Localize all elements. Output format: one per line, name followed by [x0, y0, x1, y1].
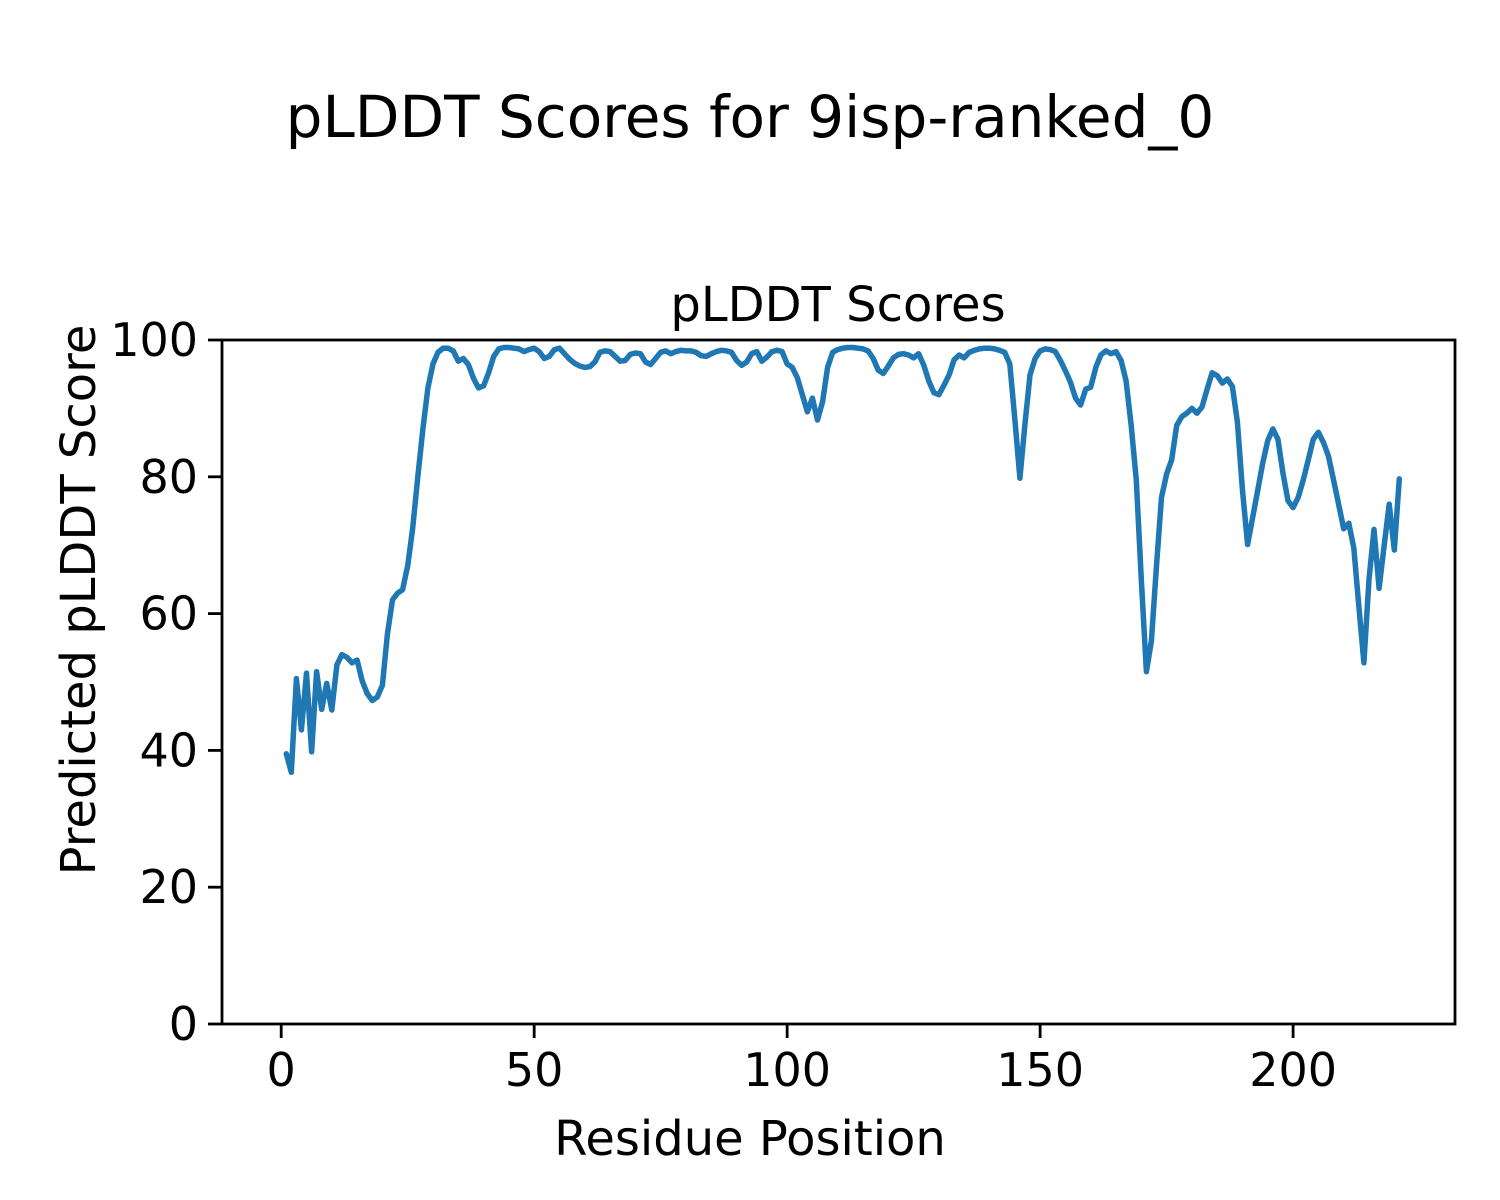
figure-title: pLDDT Scores for 9isp-ranked_0	[286, 83, 1215, 151]
y-tick-label: 20	[139, 860, 198, 914]
plddt-score-line	[283, 344, 1403, 776]
y-tick-label: 100	[110, 313, 198, 367]
x-tick-label: 100	[743, 1043, 831, 1097]
plot-area-spines	[220, 338, 1457, 1026]
x-axis-label: Residue Position	[554, 1111, 946, 1167]
y-tick-label: 0	[169, 997, 198, 1051]
x-tick-label: 200	[1249, 1043, 1337, 1097]
y-tick-label: 60	[139, 587, 198, 641]
axes-title: pLDDT Scores	[670, 277, 1005, 333]
y-axis-label: Predicted pLDDT Score	[51, 325, 107, 876]
y-tick-label: 80	[139, 450, 198, 504]
x-tick-label: 0	[267, 1043, 296, 1097]
x-tick-label: 50	[505, 1043, 564, 1097]
x-tick-label: 150	[996, 1043, 1084, 1097]
y-tick-label: 40	[139, 723, 198, 777]
y-axis-ticks: 0 20 40 60 80 100	[110, 313, 222, 1051]
x-axis-ticks: 0 50 100 150 200	[267, 1024, 1337, 1097]
